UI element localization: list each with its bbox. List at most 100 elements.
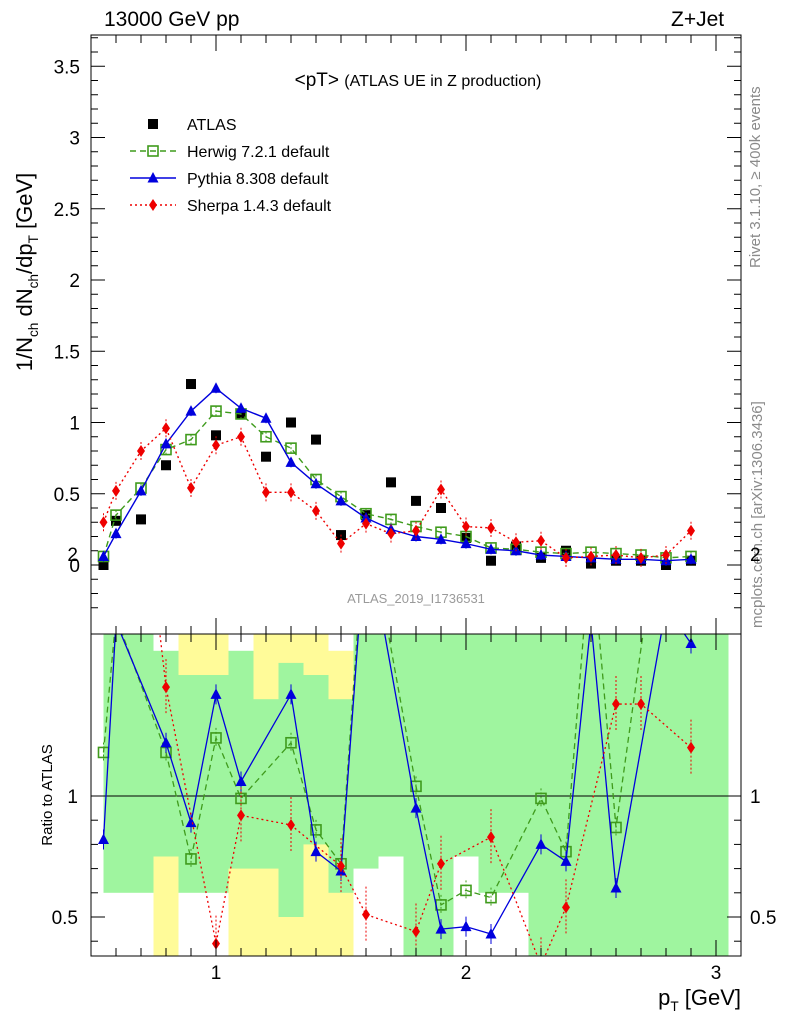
y-tick-label: 0.5 — [54, 485, 80, 506]
series-1 — [97, 405, 697, 564]
ratio-point — [160, 736, 172, 748]
y-tick-label: 2.5 — [54, 200, 80, 221]
legend-label: Pythia 8.308 default — [187, 171, 329, 188]
data-point — [99, 516, 108, 529]
legend: ATLAS Herwig 7.2.1 default Pythia 8.308 de… — [130, 117, 332, 215]
y-axis-label: 1/Nch dNch/dpT [GeV] — [12, 173, 41, 372]
ratio-point — [111, 612, 121, 622]
data-point — [185, 433, 197, 446]
data-point — [360, 511, 372, 523]
ratio-line-2 — [159, 634, 692, 956]
uncertainty-band — [528, 634, 554, 956]
ratio-point — [661, 601, 672, 612]
data-point — [486, 555, 496, 566]
y-tick-label: 3.5 — [54, 57, 80, 78]
y-tick-label: 1.5 — [54, 342, 80, 363]
legend-label: Herwig 7.2.1 default — [187, 144, 330, 161]
ratio-point — [685, 637, 697, 649]
data-point — [260, 412, 272, 423]
data-point — [512, 536, 520, 549]
ratio-point — [612, 698, 620, 711]
ratio-point — [487, 831, 495, 844]
ratio-point — [237, 809, 245, 822]
data-point — [235, 402, 247, 413]
ratio-point — [100, 601, 108, 613]
data-point — [335, 494, 347, 506]
y-tick-label: 1 — [67, 787, 78, 808]
header-right: Z+Jet — [671, 8, 725, 31]
x-tick-label: 2 — [461, 963, 472, 984]
data-point — [137, 445, 145, 457]
uncertainty-band — [503, 634, 529, 893]
data-point — [312, 504, 320, 517]
ratio-point — [162, 681, 170, 694]
y-tick-label: 0 — [69, 556, 80, 577]
data-point — [412, 524, 420, 537]
uncertainty-band — [453, 634, 479, 857]
y-tick-label: 2 — [67, 545, 78, 566]
data-point — [562, 551, 570, 564]
ratio-point — [285, 736, 297, 749]
data-point — [537, 534, 545, 547]
data-point — [285, 456, 297, 467]
data-point — [185, 405, 197, 416]
y-tick-label-right: 0.5 — [750, 908, 776, 929]
y-tick-label: 1 — [69, 414, 80, 435]
data-point — [462, 520, 470, 533]
data-point — [485, 543, 497, 554]
uncertainty-band — [678, 634, 704, 956]
data-point — [285, 442, 297, 454]
series-0 — [98, 379, 696, 570]
data-point — [212, 439, 220, 452]
data-point — [136, 514, 146, 525]
y-tick-label-right: 1 — [750, 787, 761, 808]
ratio-point — [210, 688, 222, 699]
ratio-point — [687, 741, 695, 754]
ratio-point — [310, 824, 322, 836]
ratio-point — [310, 845, 322, 857]
data-point — [687, 524, 695, 537]
data-point — [637, 551, 645, 564]
ratio-point — [485, 927, 497, 939]
legend-marker — [149, 199, 157, 211]
data-point — [386, 477, 396, 488]
data-point — [411, 495, 421, 506]
ratio-point — [235, 775, 247, 786]
ratio-point — [586, 616, 597, 627]
legend-label: ATLAS — [187, 117, 237, 134]
ratio-line-1 — [102, 634, 692, 935]
data-point — [210, 405, 222, 417]
data-point — [110, 509, 122, 521]
ratio-point — [98, 833, 109, 845]
data-point — [662, 549, 670, 562]
legend-marker — [147, 172, 159, 183]
ratio-point — [412, 925, 420, 938]
data-point — [286, 417, 296, 428]
uncertainty-band — [653, 634, 679, 956]
ratio-point — [137, 463, 145, 475]
data-point — [287, 486, 295, 499]
data-point — [587, 550, 595, 563]
ratio-point — [410, 780, 422, 793]
uncertainty-band — [428, 634, 454, 956]
data-point — [260, 430, 272, 443]
main-plot: 0 0.5 1 1.5 2 2.5 3 3.5 <pT> (ATLAS UE in Z prod… — [12, 34, 742, 635]
data-point — [487, 521, 495, 534]
data-point — [387, 527, 395, 540]
y-tick-label: 2 — [69, 271, 80, 292]
legend-marker — [148, 119, 158, 129]
uncertainty-band — [278, 662, 304, 917]
header-left: 13000 GeV pp — [104, 8, 240, 31]
x-tick-label: 1 — [211, 963, 222, 984]
ratio-point — [637, 698, 645, 711]
uncertainty-band — [353, 634, 379, 869]
ratio-series-1 — [98, 601, 697, 944]
data-point — [685, 553, 697, 564]
ratio-point — [185, 853, 197, 865]
ratio-point — [586, 537, 596, 547]
ratio-point — [686, 568, 696, 578]
data-point — [211, 430, 221, 441]
data-point — [437, 483, 445, 496]
ratio-point — [210, 732, 222, 744]
